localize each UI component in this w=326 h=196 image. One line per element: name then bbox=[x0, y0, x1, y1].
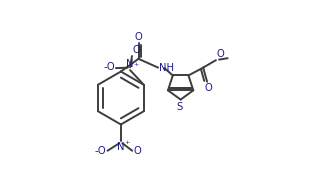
Text: O: O bbox=[204, 83, 212, 93]
Text: +: + bbox=[125, 140, 130, 145]
Text: N: N bbox=[126, 59, 134, 69]
Text: N: N bbox=[117, 142, 125, 152]
Text: O: O bbox=[135, 32, 142, 42]
Text: -O: -O bbox=[103, 62, 115, 72]
Text: +: + bbox=[134, 62, 139, 67]
Text: O: O bbox=[216, 49, 224, 59]
Text: O: O bbox=[132, 45, 140, 55]
Text: NH: NH bbox=[159, 63, 174, 73]
Text: -O: -O bbox=[95, 146, 107, 156]
Text: S: S bbox=[177, 102, 183, 112]
Text: O: O bbox=[133, 146, 141, 156]
